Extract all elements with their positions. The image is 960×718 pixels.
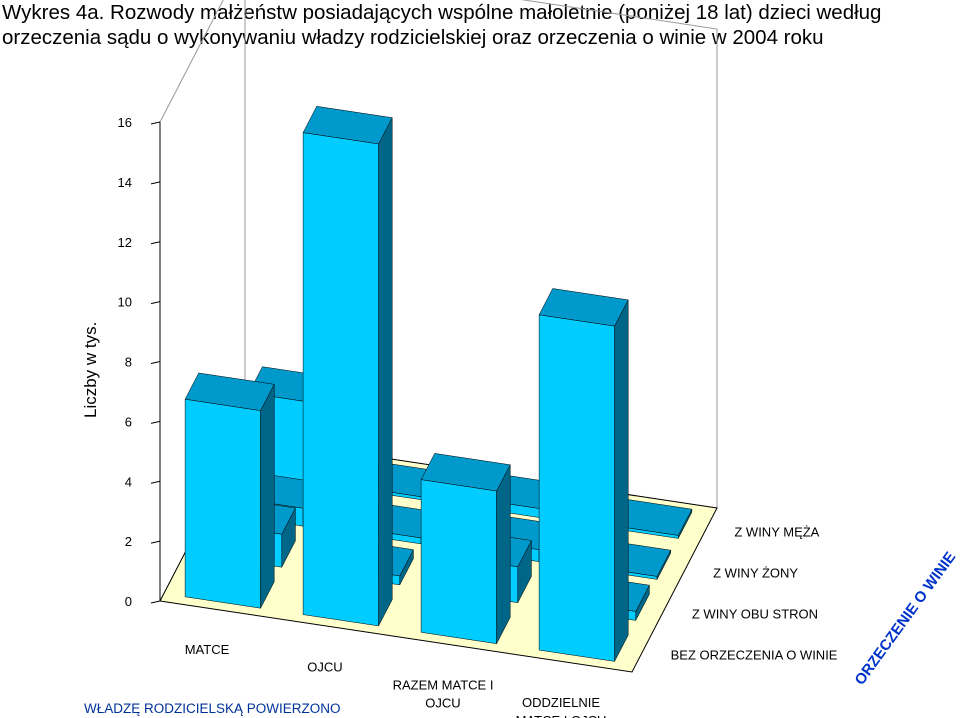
bar-front — [302, 132, 379, 627]
bar — [420, 453, 511, 644]
bar-top — [302, 106, 393, 145]
series-label: Z WINY ŻONY — [713, 566, 798, 581]
bar-top — [538, 288, 629, 327]
y-tick-mark — [150, 361, 161, 364]
x-tick-label: MATCE — [185, 642, 230, 657]
y-tick-label: 6 — [125, 414, 132, 429]
series-label: BEZ ORZECZENIA O WINIE — [671, 648, 838, 663]
chart-title: Wykres 4a. Rozwody małżeństw posiadający… — [2, 1, 882, 49]
bar-top — [420, 453, 511, 492]
series-label: Z WINY MĘŻA — [734, 525, 819, 540]
y-tick-label: 16 — [118, 115, 132, 130]
y-tick-label: 12 — [118, 235, 132, 250]
x-tick-label: RAZEM MATCE I OJCU — [393, 677, 494, 710]
bar-front — [184, 398, 261, 609]
y-tick-mark — [150, 181, 161, 185]
bar — [184, 372, 275, 609]
y-tick-mark — [150, 121, 161, 125]
x-tick-label: ODDZIELNIEMATCE I OJCU — [516, 695, 607, 718]
bar — [538, 288, 629, 662]
bar-front — [538, 314, 615, 662]
y-tick-mark — [150, 241, 161, 245]
y-tick-label: 2 — [125, 534, 132, 549]
y-axis-ticks: 0 2 4 6 8 10 12 14 16 — [118, 115, 161, 609]
y-tick-mark — [150, 301, 161, 305]
y-tick-label: 4 — [125, 474, 132, 489]
y-tick-label: 8 — [125, 355, 132, 370]
bar-side — [496, 464, 511, 644]
series-label: Z WINY OBU STRON — [692, 607, 818, 622]
bar-side — [614, 299, 629, 662]
y-tick-mark — [150, 420, 161, 424]
y-tick-label: 0 — [125, 594, 132, 609]
x-axis-title: WŁADZĘ RODZICIELSKĄ POWIERZONO — [84, 701, 341, 716]
bar-side — [378, 117, 393, 627]
chart-bars — [184, 106, 693, 662]
bar — [302, 106, 393, 627]
y-axis-label: Liczby w tys. — [81, 322, 100, 418]
y-tick-mark — [150, 480, 161, 484]
z-axis-title: ORZECZENIE O WINIE — [851, 549, 959, 688]
y-tick-mark — [150, 540, 161, 544]
bar-front — [420, 479, 497, 644]
bar-side — [260, 384, 275, 609]
x-tick-label: OJCU — [307, 660, 342, 675]
y-tick-label: 10 — [118, 295, 132, 310]
y-tick-mark — [150, 600, 161, 604]
bar-top — [184, 372, 275, 411]
y-tick-label: 14 — [118, 175, 132, 190]
